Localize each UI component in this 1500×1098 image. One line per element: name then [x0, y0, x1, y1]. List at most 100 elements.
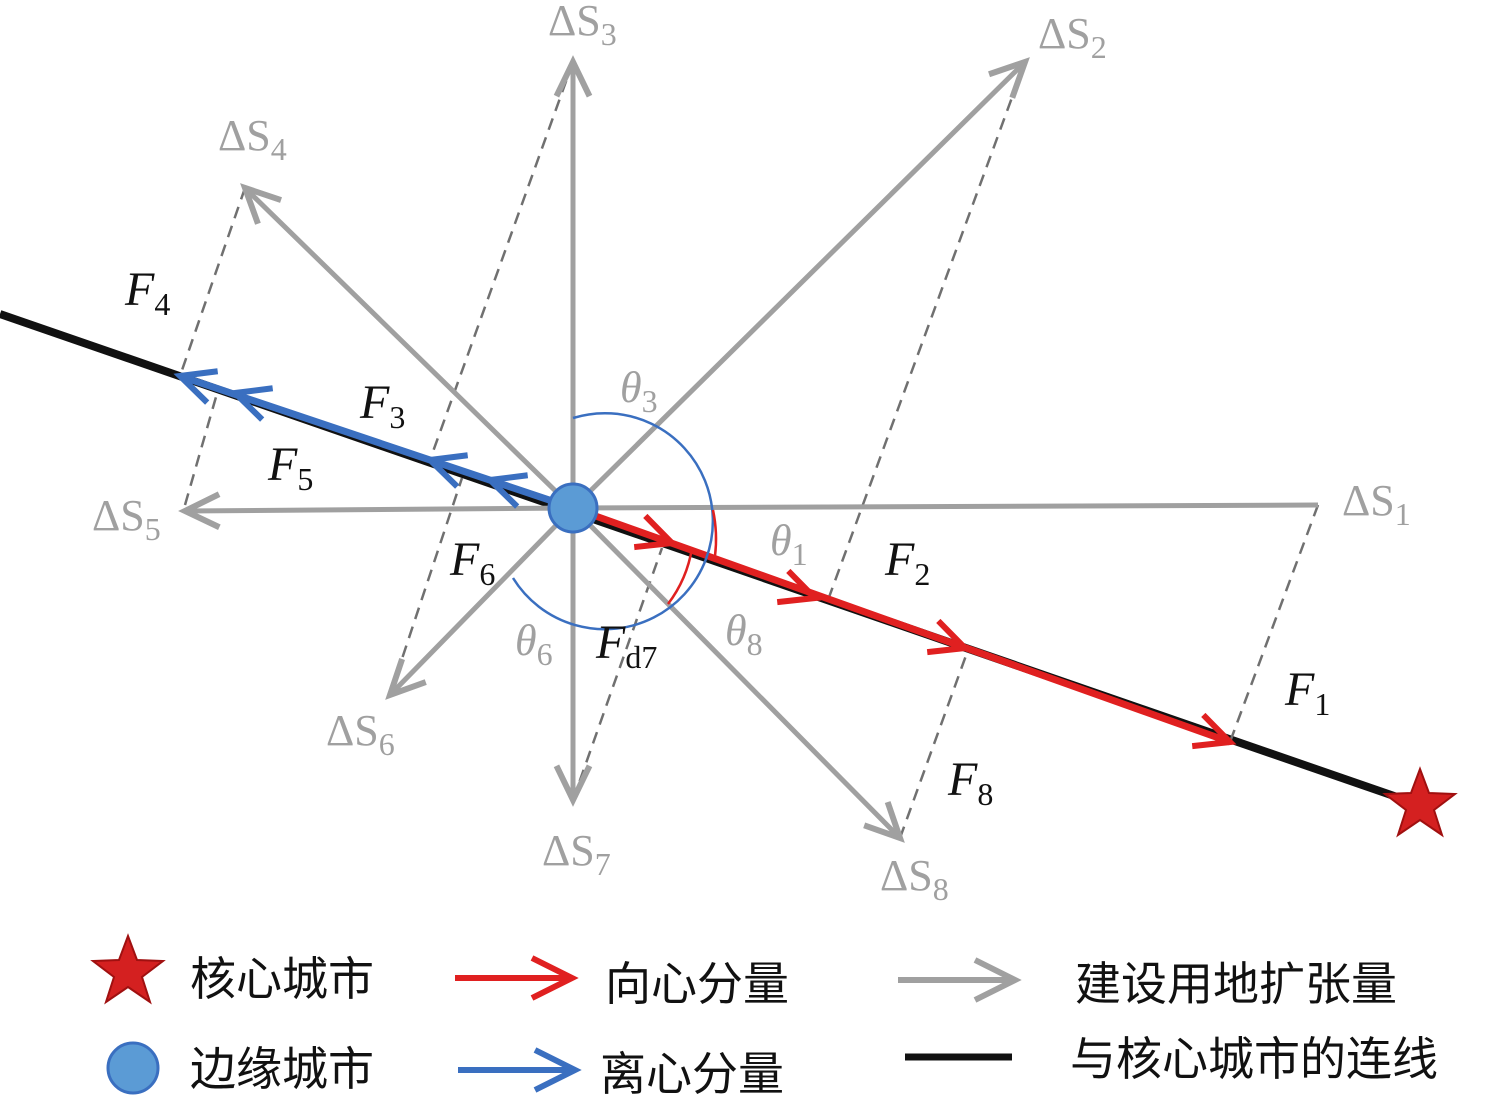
- expansion-label-4: ΔS4: [218, 111, 287, 167]
- expansion-label-3-main: ΔS: [548, 0, 601, 45]
- theta1-arc: [711, 509, 718, 557]
- legend-gray-arrow-icon: [898, 957, 1022, 1003]
- force-label-8-main: F: [947, 753, 978, 806]
- angle-label-4-subscript: 8: [747, 626, 763, 662]
- force-label-1-main: F: [1284, 663, 1315, 716]
- expansion-vector-5: [184, 505, 574, 514]
- force-label-1: F1: [1284, 663, 1330, 722]
- expansion-label-1-subscript: 1: [1395, 496, 1411, 532]
- force-label-2-subscript: 2: [914, 556, 930, 592]
- expansion-label-7-main: ΔS: [542, 826, 595, 875]
- core-city-star: [1382, 766, 1458, 838]
- expansion-label-4-main: ΔS: [218, 111, 271, 160]
- legend-centrifugal: 离心分量: [600, 1047, 784, 1098]
- centrifugal-arrowheads: [173, 368, 529, 509]
- expansion-label-8: ΔS8: [880, 851, 949, 907]
- force-label-1-subscript: 1: [1314, 686, 1330, 722]
- arrowhead: [863, 801, 905, 843]
- centripetal-line: [571, 504, 1232, 746]
- angle-label-2: θ3: [620, 363, 658, 419]
- arrowhead: [988, 57, 1030, 99]
- angle-label-4: θ8: [725, 606, 763, 662]
- blue-arrowhead: [173, 368, 219, 405]
- legend-edge-city: 边缘城市: [190, 1042, 374, 1096]
- centripetal-arrowheads: [633, 513, 1237, 750]
- expansion-vectors: [178, 55, 1319, 843]
- angle-label-3-subscript: 6: [537, 636, 553, 672]
- expansion-label-5: ΔS5: [92, 491, 161, 547]
- force-label-4-main: F: [124, 263, 155, 316]
- theta8-arc: [667, 547, 694, 605]
- angle-label-3-main: θ: [515, 616, 537, 665]
- expansion-label-5-main: ΔS: [92, 491, 145, 540]
- force-label-7-subscript: d7: [625, 639, 657, 675]
- expansion-label-6-subscript: 6: [379, 726, 395, 762]
- legend-expansion: 建设用地扩张量: [1075, 957, 1397, 1011]
- force-label-5-subscript: 5: [297, 461, 313, 497]
- angle-label-1: θ1: [770, 516, 808, 572]
- expansion-label-7-subscript: 7: [595, 846, 611, 882]
- force-label-6-subscript: 6: [479, 556, 495, 592]
- blue-arrowhead: [483, 472, 529, 509]
- force-label-7: Fd7: [595, 616, 657, 675]
- force-label-3-subscript: 3: [389, 399, 405, 435]
- legend-blue-arrow-icon: [458, 1047, 582, 1093]
- legend-star-icon: [90, 933, 166, 1005]
- centrifugal-line: [178, 372, 575, 512]
- projection-lines: [178, 61, 1320, 839]
- angle-label-1-subscript: 1: [792, 536, 808, 572]
- expansion-label-3-subscript: 3: [601, 16, 617, 52]
- force-label-5: F5: [267, 438, 313, 497]
- expansion-label-4-subscript: 4: [271, 131, 287, 167]
- theta3-arc: [511, 411, 715, 631]
- force-label-6: F6: [449, 533, 495, 592]
- expansion-label-8-main: ΔS: [880, 851, 933, 900]
- force-label-3: F3: [359, 376, 405, 435]
- force-label-7-main: F: [595, 616, 626, 669]
- expansion-vector-4: [243, 186, 575, 510]
- force-label-2-main: F: [884, 533, 915, 586]
- legend: 核心城市 边缘城市 向心分量 离心分量 建设用地扩张量 与核心城市的连线: [90, 933, 1438, 1098]
- angle-label-2-main: θ: [620, 363, 642, 412]
- expansion-label-6-main: ΔS: [326, 706, 379, 755]
- force-label-8: F8: [947, 753, 993, 812]
- expansion-label-5-subscript: 5: [145, 511, 161, 547]
- angle-label-4-main: θ: [725, 606, 747, 655]
- expansion-label-6: ΔS6: [326, 706, 395, 762]
- red-arrowhead: [926, 618, 972, 656]
- expansion-label-3: ΔS3: [548, 0, 617, 52]
- arrowhead: [553, 764, 593, 807]
- force-label-5-main: F: [267, 438, 298, 491]
- arrowhead: [385, 658, 427, 700]
- expansion-vector-2: [571, 60, 1027, 510]
- legend-red-arrow-icon: [455, 955, 579, 1001]
- arrowhead: [553, 55, 593, 98]
- expansion-vector-6: [388, 506, 575, 697]
- arrowhead: [178, 491, 221, 530]
- angle-label-2-subscript: 3: [642, 383, 658, 419]
- legend-core-city: 核心城市: [190, 952, 374, 1006]
- blue-arrowhead: [228, 385, 274, 422]
- legend-circle-icon: [106, 1041, 160, 1095]
- red-arrowhead: [633, 513, 679, 551]
- arrowhead: [240, 183, 282, 225]
- blue-arrowhead: [423, 452, 469, 489]
- expansion-label-8-subscript: 8: [933, 871, 949, 907]
- angle-label-3: θ6: [515, 616, 553, 672]
- force-label-3-main: F: [359, 376, 390, 429]
- expansion-label-2-subscript: 2: [1091, 29, 1107, 65]
- expansion-label-2: ΔS2: [1038, 9, 1107, 65]
- force-label-2: F2: [884, 533, 930, 592]
- red-arrowhead: [1191, 712, 1237, 750]
- expansion-vector-8: [571, 506, 902, 840]
- expansion-label-1: ΔS1: [1342, 476, 1411, 532]
- expansion-label-1-main: ΔS: [1342, 476, 1395, 525]
- expansion-label-2-main: ΔS: [1038, 9, 1091, 58]
- force-label-4-subscript: 4: [154, 286, 170, 322]
- edge-city-marker: [547, 482, 599, 534]
- angle-label-1-main: θ: [770, 516, 792, 565]
- expansion-vector-1: [572, 502, 1319, 511]
- force-label-6-main: F: [449, 533, 480, 586]
